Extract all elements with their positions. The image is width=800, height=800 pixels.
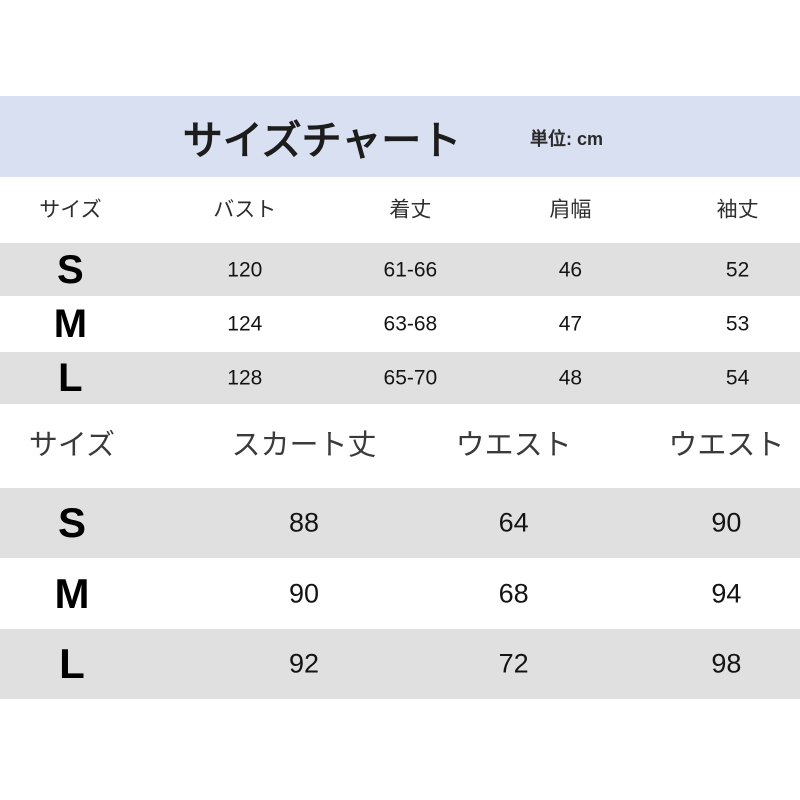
table-row-s: S 88 64 90 [0,488,800,558]
column-header-length: 着丈 [389,198,432,222]
measurement-value: 53 [725,312,750,336]
measurement-value: 47 [558,312,583,336]
measurement-value: 52 [725,258,750,281]
top-whitespace [0,0,800,96]
column-header-size: サイズ [39,198,102,222]
lower-size-table: サイズ スカート丈 ウエスト ウエスト S 88 64 90 M 90 68 9… [0,404,800,699]
unit-label: 単位: cm [530,128,604,149]
measurement-value: 65-70 [383,366,438,390]
measurement-value: 120 [227,258,263,281]
measurement-value: 94 [711,578,742,608]
size-label: M [54,569,90,617]
size-label: S [57,499,87,546]
column-header-bust: バスト [213,198,277,222]
table-row-m: M 90 68 94 [0,558,800,629]
measurement-value: 64 [498,507,529,538]
page-title: サイズチャート [182,118,462,163]
size-label: S [57,247,84,292]
column-header-skirt-length: スカート丈 [231,429,377,462]
table-row-l: L 92 72 98 [0,629,800,699]
table-row-l: L 128 65-70 48 54 [0,352,800,404]
column-header-waist2: ウエスト [668,429,785,462]
column-header-sleeve: 袖丈 [716,198,759,222]
column-header-size: サイズ [28,429,116,462]
measurement-value: 88 [288,507,320,538]
measurement-value: 54 [725,366,750,390]
measurement-value: 46 [558,258,583,281]
column-header-waist: ウエスト [455,429,572,462]
chart-header-bar: サイズチャート 単位: cm [0,96,800,177]
table-header-row: サイズ スカート丈 ウエスト ウエスト [0,404,800,488]
measurement-value: 128 [227,366,263,390]
table-header-row: サイズ バスト 着丈 肩幅 袖丈 [0,177,800,243]
measurement-value: 63-68 [383,312,438,336]
measurement-value: 72 [498,648,529,679]
measurement-value: 68 [498,578,529,608]
size-label: M [53,302,88,346]
size-label: L [59,640,85,687]
size-label: L [58,356,83,400]
measurement-value: 90 [288,578,320,608]
table-row-m: M 124 63-68 47 53 [0,296,800,352]
measurement-value: 90 [711,507,742,538]
measurement-value: 98 [711,648,742,679]
measurement-value: 92 [288,648,320,679]
measurement-value: 124 [227,312,263,336]
measurement-value: 48 [558,366,583,390]
column-header-shoulder: 肩幅 [549,198,592,222]
table-row-s: S 120 61-66 46 52 [0,243,800,296]
measurement-value: 61-66 [383,258,438,281]
upper-size-table: サイズ バスト 着丈 肩幅 袖丈 S 120 61-66 46 52 M 124… [0,177,800,404]
